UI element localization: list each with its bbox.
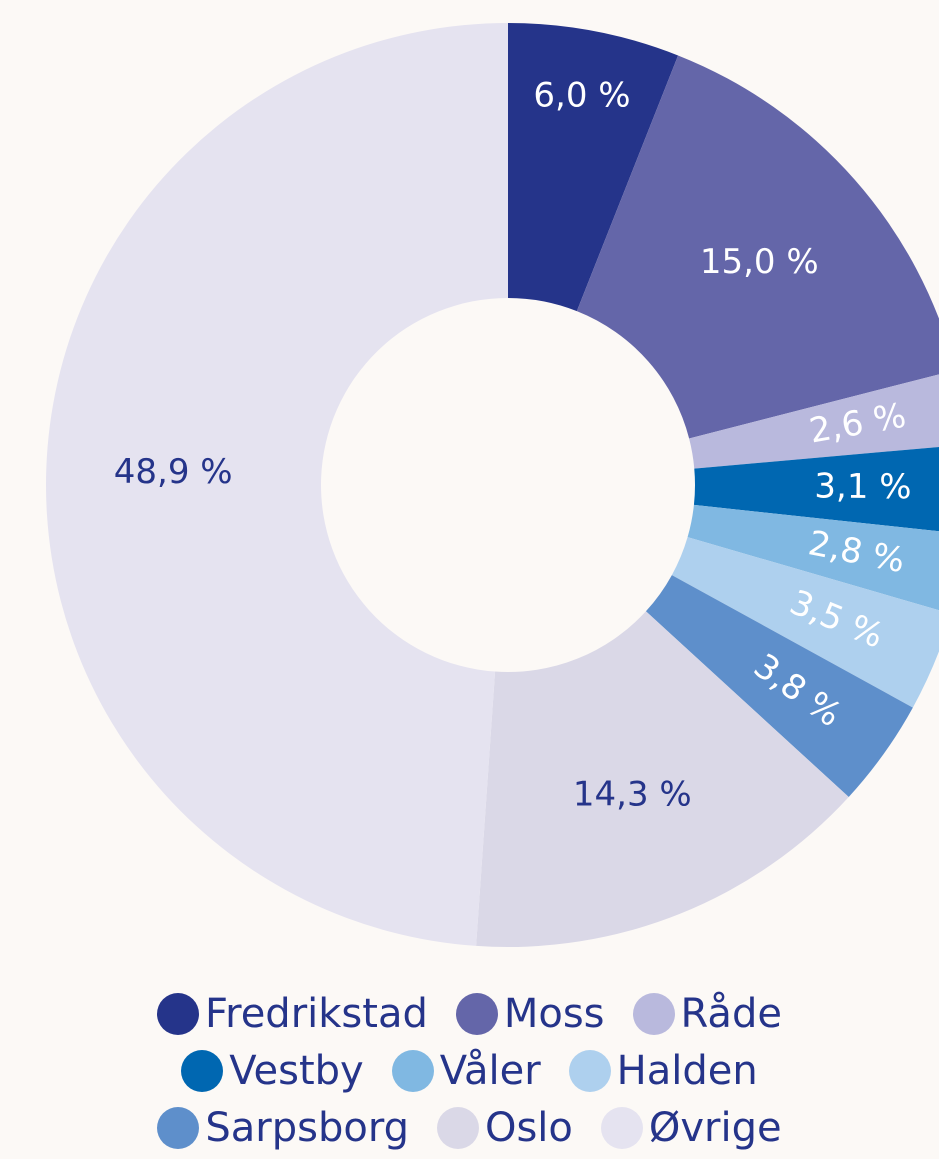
legend-label: Oslo — [484, 1104, 573, 1151]
legend-swatch — [600, 1106, 643, 1149]
legend-label: Fredrikstad — [205, 990, 428, 1037]
legend: Fredrikstad Moss Råde Vestby Våler Halden Sarp… — [0, 985, 939, 1156]
slice-label: 6,0 % — [533, 75, 630, 115]
slice — [687, 504, 939, 611]
legend-item: Sarpsborg — [157, 1105, 409, 1151]
legend-row: Sarpsborg Oslo Øvrige — [0, 1099, 939, 1156]
legend-label: Sarpsborg — [205, 1104, 409, 1151]
legend-label: Halden — [616, 1047, 758, 1094]
legend-item: Moss — [455, 990, 605, 1037]
legend-label: Moss — [503, 990, 605, 1037]
legend-item: Oslo — [436, 1104, 573, 1151]
slice — [671, 537, 939, 708]
legend-swatch — [157, 992, 200, 1035]
legend-swatch — [181, 1049, 224, 1092]
slice — [693, 446, 939, 532]
slice-label: 48,9 % — [114, 452, 233, 492]
legend-swatch — [632, 992, 675, 1035]
slice — [689, 374, 939, 469]
slice-label: 3,1 % — [814, 466, 912, 507]
slice — [508, 23, 679, 312]
legend-item: Råde — [632, 990, 782, 1037]
legend-swatch — [568, 1049, 611, 1092]
chart: 6,0 %15,0 %2,6 %3,1 %2,8 %3,5 %3,8 %14,3… — [46, 23, 939, 947]
legend-label: Råde — [680, 990, 782, 1037]
legend-label: Øvrige — [648, 1104, 782, 1151]
legend-label: Våler — [439, 1047, 541, 1094]
slice — [645, 575, 913, 798]
slice-label: 15,0 % — [700, 242, 819, 282]
slice-label: 14,3 % — [573, 775, 692, 815]
legend-swatch — [455, 992, 498, 1035]
legend-item: Halden — [568, 1047, 758, 1094]
legend-swatch — [157, 1106, 200, 1149]
legend-item: Våler — [391, 1047, 541, 1094]
legend-row: Vestby Våler Halden — [0, 1042, 939, 1099]
legend-swatch — [391, 1049, 434, 1092]
legend-item: Fredrikstad — [157, 991, 428, 1037]
legend-item: Øvrige — [600, 1104, 782, 1151]
legend-item: Vestby — [181, 1047, 364, 1094]
legend-swatch — [436, 1106, 479, 1149]
slice — [576, 55, 939, 439]
legend-row: Fredrikstad Moss Råde — [0, 985, 939, 1042]
slice — [46, 23, 508, 946]
legend-label: Vestby — [229, 1047, 364, 1094]
slice — [476, 611, 849, 947]
